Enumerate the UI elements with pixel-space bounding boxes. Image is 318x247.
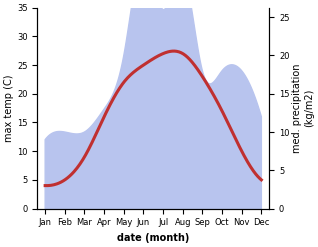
X-axis label: date (month): date (month)	[117, 233, 190, 243]
Y-axis label: max temp (C): max temp (C)	[4, 74, 14, 142]
Y-axis label: med. precipitation
(kg/m2): med. precipitation (kg/m2)	[292, 63, 314, 153]
